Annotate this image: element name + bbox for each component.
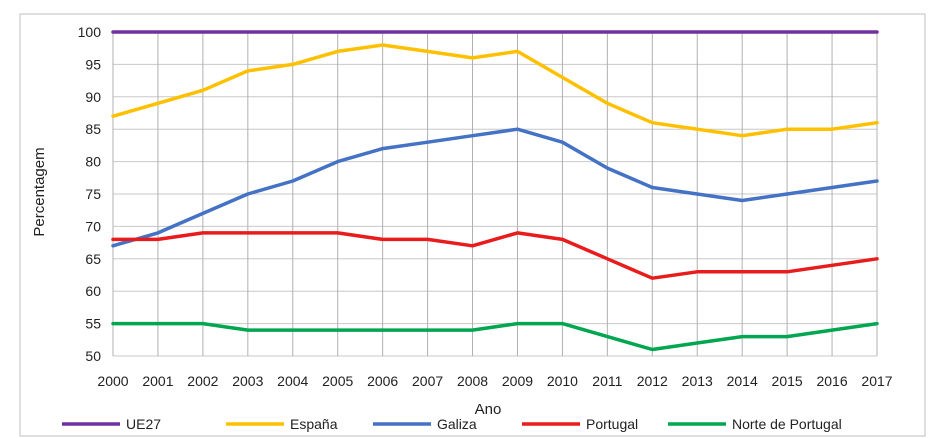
y-tick-label: 80 xyxy=(85,154,101,170)
legend-label-norte-de-portugal: Norte de Portugal xyxy=(732,416,842,432)
x-tick-labels: 2000 2001 2002 2003 2004 2005 2006 2007 2008 2009… xyxy=(97,373,892,389)
legend: UE27 España Galiza Portugal Norte de Portuga… xyxy=(62,416,842,432)
y-tick-label: 50 xyxy=(85,348,101,364)
y-tick-label: 65 xyxy=(85,251,101,267)
x-tick-label: 2012 xyxy=(637,373,668,389)
x-tick-label: 2008 xyxy=(457,373,488,389)
x-tick-label: 2013 xyxy=(682,373,713,389)
legend-label-ue27: UE27 xyxy=(126,416,161,432)
series-line-galiza xyxy=(111,127,879,248)
legend-label-galiza: Galiza xyxy=(437,416,477,432)
series-line-norte-de-portugal xyxy=(111,321,879,352)
y-tick-label: 60 xyxy=(85,283,101,299)
x-tick-label: 2010 xyxy=(547,373,578,389)
x-tick-label: 2011 xyxy=(592,373,622,389)
x-axis-title: Ano xyxy=(475,401,502,418)
x-tick-label: 2014 xyxy=(727,373,758,389)
x-tick-label: 2016 xyxy=(816,373,847,389)
x-tick-label: 2007 xyxy=(412,373,443,389)
series-lines xyxy=(111,30,879,352)
legend-label-portugal: Portugal xyxy=(586,416,638,432)
y-tick-label: 55 xyxy=(85,316,101,332)
y-tick-label: 95 xyxy=(85,56,101,72)
legend-label-espana: España xyxy=(290,416,338,432)
x-tick-label: 2015 xyxy=(772,373,803,389)
y-axis-title: Percentagem xyxy=(31,147,48,236)
x-tick-label: 2009 xyxy=(502,373,533,389)
x-tick-label: 2006 xyxy=(367,373,398,389)
y-tick-label: 100 xyxy=(78,24,102,40)
y-tick-label: 70 xyxy=(85,218,101,234)
series-line-portugal xyxy=(111,231,879,280)
x-tick-label: 2017 xyxy=(861,373,892,389)
x-tick-label: 2004 xyxy=(277,373,308,389)
y-tick-labels: 100 95 90 85 80 75 70 65 60 55 50 xyxy=(78,24,102,364)
y-tick-label: 90 xyxy=(85,89,101,105)
x-tick-label: 2000 xyxy=(97,373,128,389)
y-tick-label: 85 xyxy=(85,121,101,137)
x-tick-label: 2002 xyxy=(187,373,218,389)
y-tick-label: 75 xyxy=(85,186,101,202)
series-line-espana xyxy=(111,43,879,138)
x-tick-label: 2003 xyxy=(232,373,263,389)
x-tick-label: 2001 xyxy=(142,373,173,389)
x-tick-label: 2005 xyxy=(322,373,353,389)
